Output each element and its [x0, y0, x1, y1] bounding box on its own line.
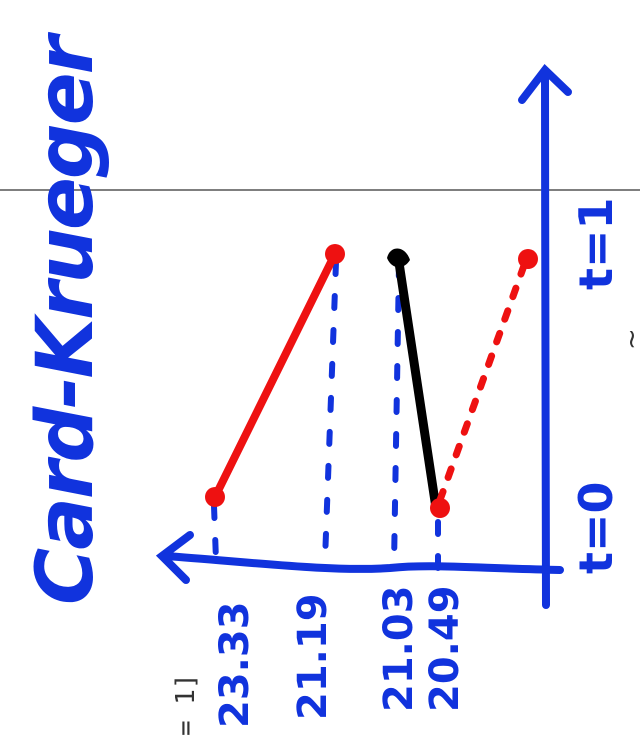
- control-point-t0: [430, 498, 450, 518]
- time-label-t0: t=0: [569, 481, 623, 574]
- vertical-axis: [518, 64, 572, 609]
- treated-point-t1: [325, 244, 345, 264]
- horizontal-axis: [155, 531, 564, 584]
- diagram-title: Card-Krueger: [21, 31, 111, 605]
- edge-mark: ~: [617, 328, 640, 350]
- guide-line-21-19: [322, 259, 339, 563]
- counterfactual-line: [436, 256, 530, 504]
- counterfactual-point-t1: [518, 249, 538, 269]
- edge-fragment-text: = 1]: [171, 673, 201, 736]
- axis-value-21-19: 21.19: [290, 593, 336, 720]
- axis-value-21-03: 21.03: [376, 585, 422, 712]
- axis-value-23-33: 23.33: [212, 601, 258, 728]
- guide-line-23-33: [211, 503, 219, 563]
- vertical-arrowhead: [518, 64, 572, 104]
- control-point-t1: [387, 248, 410, 268]
- guide-lines: [211, 259, 441, 571]
- treated-point-t0: [205, 487, 225, 507]
- axis-value-20-49: 20.49: [422, 585, 468, 712]
- time-label-t1: t=1: [569, 197, 623, 290]
- horizontal-arrowhead: [155, 531, 194, 584]
- treated-line: [211, 250, 339, 501]
- control-line: [393, 251, 441, 513]
- guide-line-21-03: [391, 261, 402, 568]
